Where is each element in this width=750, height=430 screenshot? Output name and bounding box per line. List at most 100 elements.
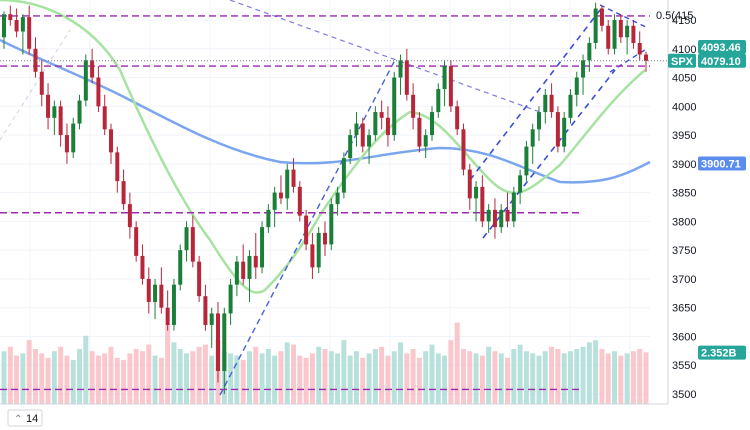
- volume-bar: [517, 344, 523, 404]
- volume-bar: [511, 349, 517, 404]
- fib-label: 0.5(415: [656, 10, 693, 22]
- volume-bar: [549, 346, 555, 404]
- candle-body: [568, 94, 573, 118]
- volume-bar: [83, 335, 89, 404]
- grid-lines: [0, 0, 650, 404]
- candle-body: [8, 14, 13, 20]
- candle-body: [486, 209, 491, 222]
- tick-label: 3850: [672, 188, 696, 200]
- candle-body: [373, 112, 378, 136]
- candle-body: [335, 192, 340, 205]
- volume-bar: [209, 355, 215, 404]
- volume-bar: [505, 357, 511, 404]
- volume-bar: [297, 355, 303, 404]
- candle-body: [474, 186, 479, 199]
- volume-bar: [643, 352, 649, 404]
- volume-bar: [45, 357, 51, 404]
- candle-body: [511, 192, 516, 222]
- candle-body: [348, 135, 353, 159]
- volume-bar: [127, 353, 133, 404]
- volume-bar: [599, 349, 605, 404]
- candle-body: [184, 227, 189, 251]
- trendline-descending: [229, 0, 541, 113]
- volume-bar: [95, 355, 101, 404]
- candle-body: [278, 192, 283, 199]
- volume-bar: [448, 340, 454, 404]
- candle-body: [492, 209, 497, 228]
- volume-bar: [177, 349, 183, 404]
- candle-body: [480, 186, 485, 222]
- volume-bar: [108, 346, 114, 404]
- tick-label: 3500: [672, 389, 696, 401]
- interval-badge[interactable]: ⌃ 14: [7, 409, 43, 427]
- candle-body: [203, 296, 208, 325]
- volume-bar: [580, 346, 586, 404]
- candle-body: [52, 106, 57, 118]
- tick-label: 3800: [672, 216, 696, 228]
- candle-body: [625, 25, 630, 38]
- volume-bar: [171, 342, 177, 404]
- price-axis[interactable]: 3500 3550 3600 3650 3700 3750 3800 3850 3900 3950…: [0, 0, 696, 405]
- volume-bar: [435, 353, 441, 404]
- candle-body: [190, 227, 195, 262]
- volume-bar: [567, 351, 573, 404]
- trendline-faint: [0, 29, 71, 141]
- candle-body: [253, 255, 258, 268]
- candle-body: [121, 181, 126, 205]
- candle-body: [304, 215, 309, 245]
- candle-body: [549, 94, 554, 113]
- volume-bar: [366, 353, 372, 404]
- candle-body: [39, 71, 44, 95]
- price-tag-box: [698, 53, 746, 68]
- candle-body: [341, 158, 346, 193]
- candle-body: [417, 117, 422, 147]
- volume-bar: [624, 353, 630, 404]
- volume-bar: [316, 346, 322, 404]
- candlesticks: [2, 2, 648, 394]
- volume-bar: [492, 351, 498, 404]
- tick-label: 3550: [672, 360, 696, 372]
- candle-body: [27, 17, 32, 49]
- candle-body: [367, 135, 372, 147]
- overlay-lines: [0, 0, 651, 396]
- candle-body: [115, 152, 120, 182]
- tick-label: 3900: [672, 159, 696, 171]
- tick-label: 3750: [672, 245, 696, 257]
- volume-bars: [1, 322, 649, 404]
- candle-body: [96, 77, 101, 107]
- moving-average-long: [0, 38, 651, 184]
- volume-bar: [574, 349, 580, 404]
- tick-label: 4150: [672, 15, 696, 27]
- moving-average-short: [0, 0, 646, 294]
- volume-bar: [335, 353, 341, 404]
- volume-bar: [165, 324, 171, 404]
- candle-body: [398, 60, 403, 78]
- volume-bar: [479, 355, 485, 404]
- volume-bar: [70, 360, 76, 404]
- candle-body: [499, 209, 504, 228]
- volume-bar: [246, 351, 252, 404]
- channel-lower: [482, 69, 616, 239]
- horizontal-levels: [0, 15, 650, 391]
- candle-body: [272, 192, 277, 210]
- volume-bar: [618, 355, 624, 404]
- candle-body: [83, 60, 88, 101]
- interval-badge-box[interactable]: [7, 409, 43, 427]
- candle-body: [285, 169, 290, 199]
- volume-bar: [259, 353, 265, 404]
- volume-bar: [139, 351, 145, 404]
- candle-body: [71, 123, 76, 153]
- candle-body: [631, 25, 636, 44]
- volume-bar: [605, 353, 611, 404]
- candle-body: [77, 100, 82, 124]
- candle-body: [127, 204, 132, 228]
- annotations: 0.5(415: [656, 10, 693, 22]
- volume-bar: [14, 355, 20, 404]
- candle-body: [555, 112, 560, 147]
- candle-body: [467, 169, 472, 199]
- candle-body: [360, 123, 365, 147]
- price-tag-label: 4079.10: [701, 56, 741, 68]
- candle-body: [442, 66, 447, 90]
- volume-bar: [486, 346, 492, 404]
